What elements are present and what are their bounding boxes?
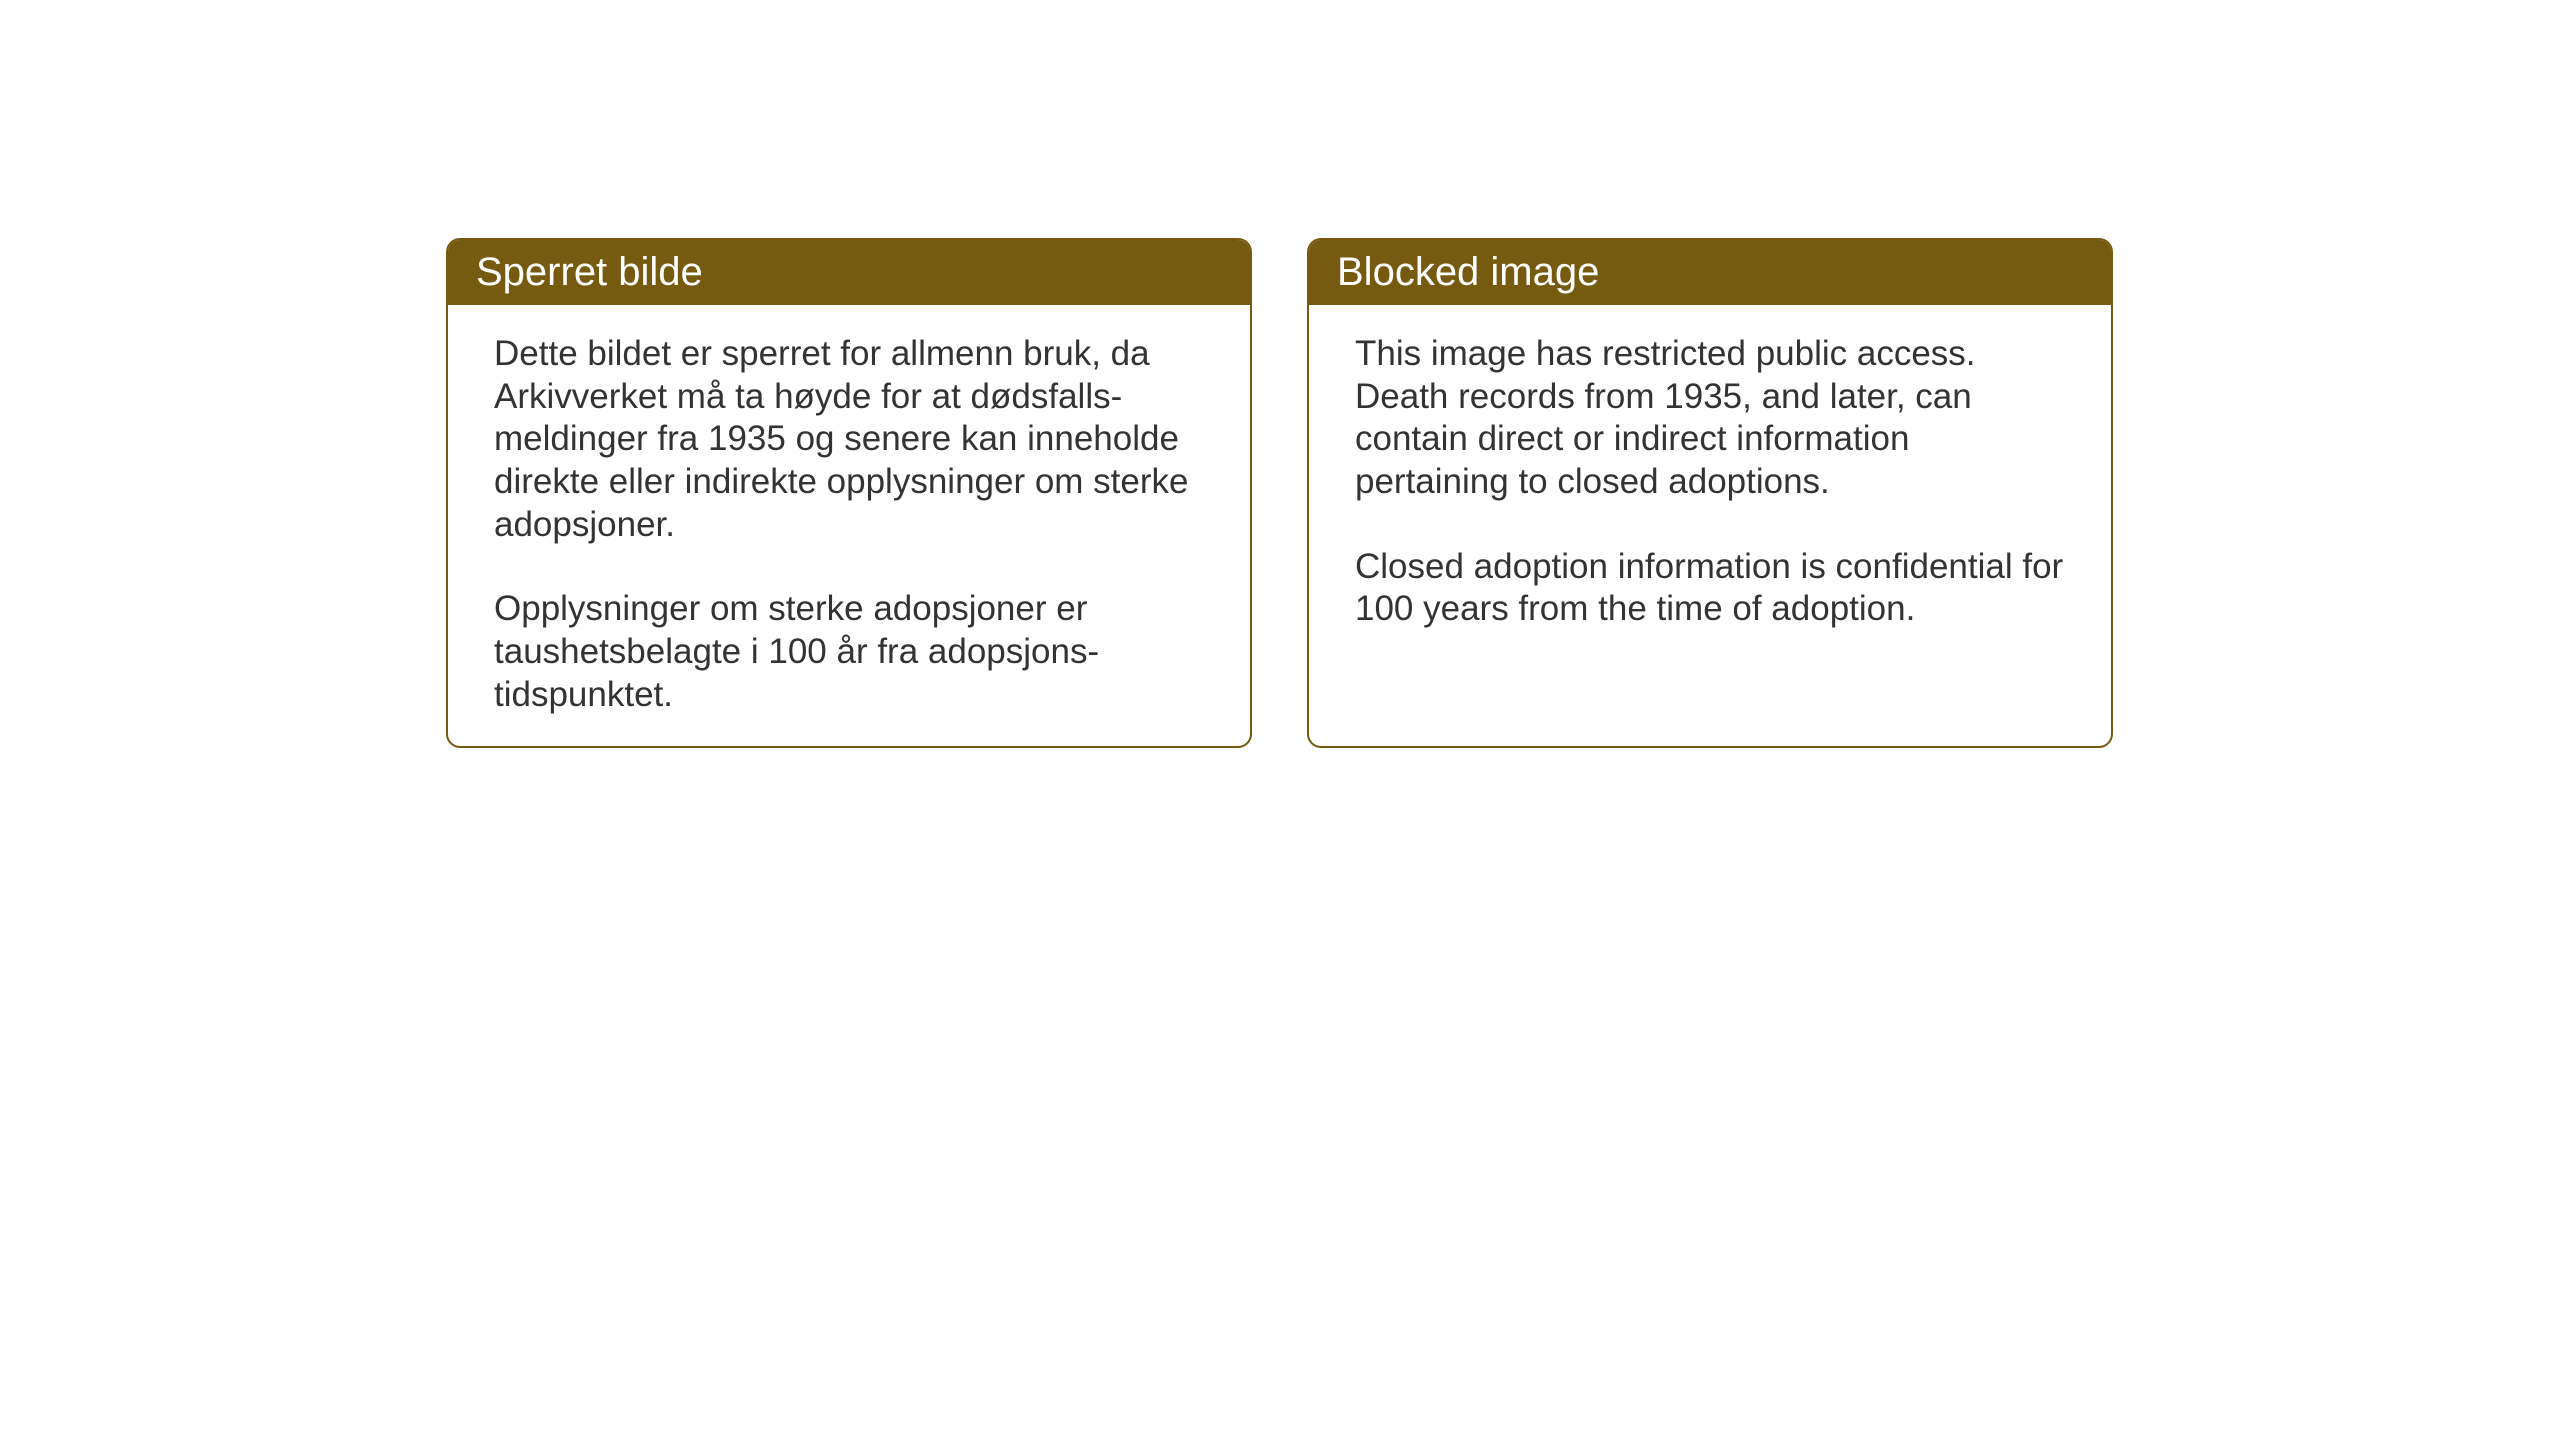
english-card-title: Blocked image: [1337, 250, 1599, 294]
norwegian-card-header: Sperret bilde: [448, 240, 1250, 305]
norwegian-paragraph-2: Opplysninger om sterke adopsjoner er tau…: [494, 588, 1204, 716]
english-card-body: This image has restricted public access.…: [1309, 305, 2111, 671]
notice-container: Sperret bilde Dette bildet er sperret fo…: [446, 238, 2113, 748]
english-paragraph-1: This image has restricted public access.…: [1355, 333, 2065, 504]
english-paragraph-2: Closed adoption information is confident…: [1355, 546, 2065, 631]
english-card-header: Blocked image: [1309, 240, 2111, 305]
norwegian-card-body: Dette bildet er sperret for allmenn bruk…: [448, 305, 1250, 748]
english-notice-card: Blocked image This image has restricted …: [1307, 238, 2113, 748]
norwegian-notice-card: Sperret bilde Dette bildet er sperret fo…: [446, 238, 1252, 748]
norwegian-card-title: Sperret bilde: [476, 250, 703, 294]
norwegian-paragraph-1: Dette bildet er sperret for allmenn bruk…: [494, 333, 1204, 546]
